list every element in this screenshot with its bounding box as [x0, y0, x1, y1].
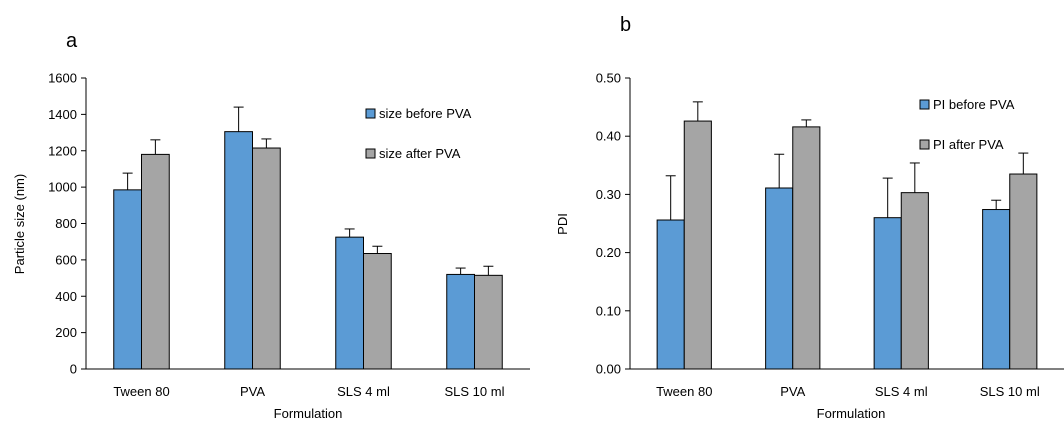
panel-a-x-axis-label: Formulation	[274, 406, 343, 421]
panel-a-x-tick-label: PVA	[240, 384, 265, 399]
panel-b-y-tick-label: 0.30	[596, 187, 621, 202]
panel-b-bar-after	[683, 120, 712, 370]
panel-a-bar-after	[474, 274, 503, 370]
panel-b-x-tick-label: Tween 80	[656, 384, 712, 399]
panel-a-legend: size before PVA size after PVA	[365, 106, 472, 161]
panel-a-bar-before	[224, 131, 253, 370]
panel-b-bar-before	[982, 209, 1011, 370]
panel-b-bar-after	[900, 192, 929, 370]
panel-b-legend-label-after: PI after PVA	[933, 137, 1004, 152]
panel-a-y-tick-label: 1000	[48, 180, 77, 195]
panel-b-x-tick-label: SLS 4 ml	[875, 384, 928, 399]
panel-a-bar-after	[141, 153, 170, 370]
panel-a-bar-after	[363, 253, 392, 370]
panel-b-legend-swatch-after	[919, 139, 930, 150]
panel-b-x-tick-label: PVA	[780, 384, 805, 399]
panel-a-x-tick-label: Tween 80	[113, 384, 169, 399]
panel-b-y-tick-label: 0.40	[596, 129, 621, 144]
panel-b-y-tick-label: 0.00	[596, 362, 621, 377]
panel-a-x-tick-label: SLS 10 ml	[445, 384, 505, 399]
panel-b-legend-label-before: PI before PVA	[933, 97, 1015, 112]
panel-b-y-tick-label: 0.50	[596, 71, 621, 86]
panel-b-y-axis-label: PDI	[555, 213, 570, 235]
panel-a-y-tick-label: 800	[55, 216, 77, 231]
panel-a-y-tick-label: 600	[55, 252, 77, 267]
panel-a-y-tick-label: 1600	[48, 71, 77, 86]
panel-a-y-axis-label: Particle size (nm)	[12, 174, 27, 274]
panel-a-legend-label-after: size after PVA	[379, 146, 461, 161]
panel-a-legend-swatch-before	[365, 108, 376, 119]
panel-a-legend-label-before: size before PVA	[379, 106, 472, 121]
panel-a-y-tick-label: 1400	[48, 107, 77, 122]
panel-a-bar-before	[335, 236, 364, 370]
panel-a-x-tick-label: SLS 4 ml	[337, 384, 390, 399]
panel-b-bar-after	[792, 126, 821, 370]
panel-b-x-tick-label: SLS 10 ml	[980, 384, 1040, 399]
panel-b-bar-before	[656, 219, 685, 370]
panel-a-bar-before	[113, 189, 142, 370]
panel-a-bar-after	[252, 147, 281, 370]
panel-a-y-tick-label: 200	[55, 325, 77, 340]
panel-a-legend-swatch-after	[365, 148, 376, 159]
panel-b-bar-before	[765, 187, 794, 370]
panel-b-legend: PI before PVA PI after PVA	[919, 97, 1015, 152]
panel-a-label: a	[66, 30, 78, 52]
panel-b-legend-swatch-before	[919, 99, 930, 110]
panel-a-y-tick-label: 1200	[48, 143, 77, 158]
chart-panel-a: a Particle size (nm) Formulation 0 200 400…	[12, 30, 530, 421]
panel-b-bar-after	[1009, 173, 1038, 370]
panel-b-y-tick-label: 0.20	[596, 245, 621, 260]
panel-a-y-tick-label: 400	[55, 289, 77, 304]
panel-b-label: b	[620, 14, 631, 36]
panel-b-x-axis-label: Formulation	[817, 406, 886, 421]
chart-panel-b: b PDI Formulation 0.00 0.10 0.20 0.30 0.40 0.…	[555, 14, 1064, 421]
panel-a-y-tick-label: 0	[70, 362, 77, 377]
panel-b-bar-before	[873, 217, 902, 370]
panel-b-y-tick-label: 0.10	[596, 303, 621, 318]
panel-a-bar-before	[446, 273, 475, 370]
